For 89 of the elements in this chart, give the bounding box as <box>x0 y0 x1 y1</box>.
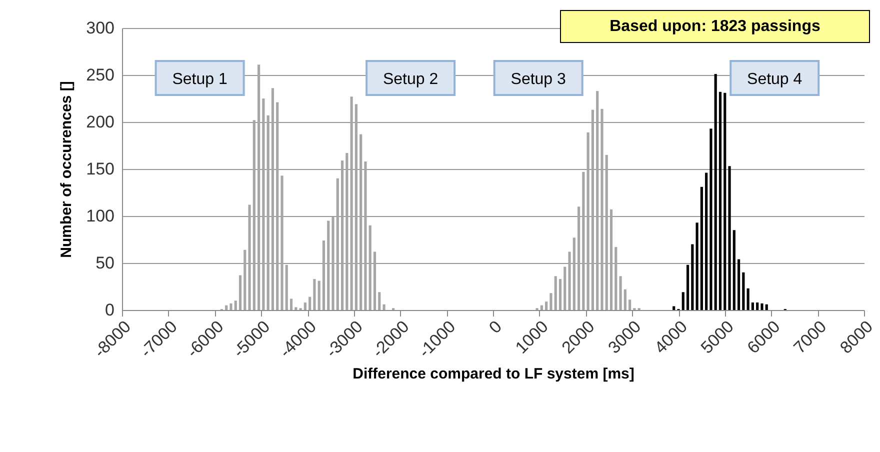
bar <box>605 154 608 310</box>
bar <box>564 266 566 310</box>
bar <box>596 90 599 310</box>
bar <box>350 96 353 310</box>
x-tick-label: 0 <box>485 317 506 338</box>
bar <box>373 252 376 310</box>
bar <box>258 64 260 310</box>
bar <box>248 204 251 310</box>
bar <box>554 276 557 310</box>
x-axis-title: Difference compared to LF system [ms] <box>352 366 634 383</box>
bar <box>378 292 381 310</box>
bar <box>304 302 306 310</box>
bar <box>624 289 626 310</box>
bar <box>558 278 562 310</box>
bar <box>728 166 731 310</box>
bar <box>368 225 372 310</box>
bar <box>732 230 736 310</box>
bar <box>234 300 237 310</box>
bar <box>742 272 745 310</box>
bar <box>332 216 334 310</box>
bar <box>318 280 320 310</box>
bar <box>628 300 632 310</box>
bar <box>545 302 548 310</box>
bar <box>360 134 362 310</box>
bar <box>577 206 580 310</box>
bar <box>751 302 754 310</box>
bar <box>313 278 316 310</box>
bar <box>746 288 750 310</box>
bar <box>244 250 246 310</box>
bar <box>262 98 265 310</box>
note-box: Based upon: 1823 passings <box>560 10 870 43</box>
bar <box>710 128 712 310</box>
bar <box>700 186 703 310</box>
bar <box>271 88 274 310</box>
bar <box>686 264 690 310</box>
y-tick-label: 150 <box>86 160 114 178</box>
series-label: Setup 4 <box>747 71 802 88</box>
bar <box>610 209 613 310</box>
bar <box>718 92 722 310</box>
bar <box>285 264 288 310</box>
bar <box>354 104 358 310</box>
y-tick-label: 250 <box>86 66 114 84</box>
bar <box>691 244 694 310</box>
bar <box>322 240 326 310</box>
bar <box>600 108 604 310</box>
bar <box>230 303 232 310</box>
bar <box>336 178 339 310</box>
bar <box>724 92 726 310</box>
bar <box>280 176 284 310</box>
bar <box>737 259 740 310</box>
bar <box>308 296 312 310</box>
bar <box>276 102 279 310</box>
series-label: Setup 2 <box>382 71 438 88</box>
bar <box>568 252 571 310</box>
bar <box>591 110 594 310</box>
y-tick-label: 200 <box>86 112 114 132</box>
bar <box>756 302 759 310</box>
series-label: Setup 3 <box>510 71 566 88</box>
bar <box>705 172 708 310</box>
bar <box>364 161 367 310</box>
series-label: Setup 1 <box>172 71 228 88</box>
bar <box>586 132 590 310</box>
bar <box>540 305 543 310</box>
y-tick-label: 100 <box>86 206 114 226</box>
bar <box>550 293 552 310</box>
bar <box>760 303 764 310</box>
bar <box>619 276 622 310</box>
bar <box>346 153 348 310</box>
bar <box>327 220 330 310</box>
bar <box>290 298 293 310</box>
y-tick-label: 300 <box>86 18 114 38</box>
bar <box>714 74 717 310</box>
y-tick-label: 50 <box>96 254 114 272</box>
bar <box>696 222 698 310</box>
y-axis-title: Number of occurences [] <box>58 81 76 258</box>
bar <box>382 304 386 310</box>
y-tick-label: 0 <box>105 300 114 320</box>
bar <box>294 307 298 310</box>
bar <box>582 172 585 310</box>
bar <box>238 275 242 310</box>
bar <box>266 115 270 310</box>
bar <box>572 238 576 310</box>
bar <box>765 304 768 310</box>
bar <box>682 292 684 310</box>
bar <box>340 160 344 310</box>
bar <box>614 247 618 310</box>
bar <box>672 306 676 310</box>
bar <box>225 305 228 310</box>
bar <box>252 120 256 310</box>
